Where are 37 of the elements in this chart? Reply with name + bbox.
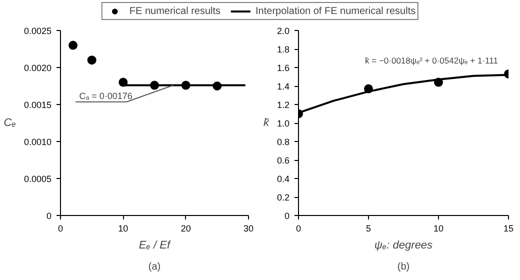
y-tick-label: 1.6 [276, 63, 290, 73]
x-tick-label: 30 [243, 224, 254, 234]
y-tick-label: 0 [284, 211, 290, 221]
x-tick-label: 5 [366, 224, 372, 234]
y-tick-label: 0.4 [276, 174, 290, 184]
y-tick-label: 2.0 [276, 26, 290, 36]
y-tick-label: 0.2 [276, 192, 290, 202]
y-tick-label: 1.2 [276, 100, 290, 110]
y-tick-label: 0.0010 [24, 137, 52, 147]
x-tick-label: 20 [180, 224, 191, 234]
y-tick-label: 0.0015 [24, 100, 52, 110]
y-tick-label: 0.6 [276, 156, 290, 166]
annotation: Cₐ = 0·00176 [79, 90, 132, 101]
legend-label: Interpolation of FE numerical results [256, 5, 416, 17]
point [87, 56, 96, 65]
y-tick-label: 0.0025 [24, 26, 52, 36]
x-tick-label: 15 [503, 224, 514, 234]
y-tick-label: 1.8 [276, 44, 290, 54]
legend-label: FE numerical results [129, 5, 221, 17]
text: (b) [397, 262, 410, 272]
y-tick-label: 0.8 [276, 137, 290, 147]
y-tick-label: 0.0005 [24, 174, 52, 184]
y-tick-label: 1.0 [276, 118, 290, 128]
x-tick-label: 0 [296, 224, 302, 234]
y-tick-label: 0 [46, 211, 52, 221]
y-tick-label: 0.0020 [24, 63, 52, 73]
annotation: k̄ = −0·0018ψₑ² + 0·0542ψₑ + 1·111 [365, 56, 498, 66]
x-tick-label: 10 [433, 224, 444, 234]
y-tick-label: 1.4 [276, 82, 290, 92]
y-axis-title: Cₑ [4, 117, 16, 129]
x-axis-title: ψₑ: degrees [374, 240, 434, 252]
point [68, 40, 78, 50]
text: (a) [148, 262, 161, 272]
x-axis-title: Eₑ / Ef [138, 240, 172, 252]
x-tick-label: 0 [58, 224, 64, 234]
x-tick-label: 10 [118, 224, 128, 234]
y-axis-title: k̄ [263, 117, 270, 129]
